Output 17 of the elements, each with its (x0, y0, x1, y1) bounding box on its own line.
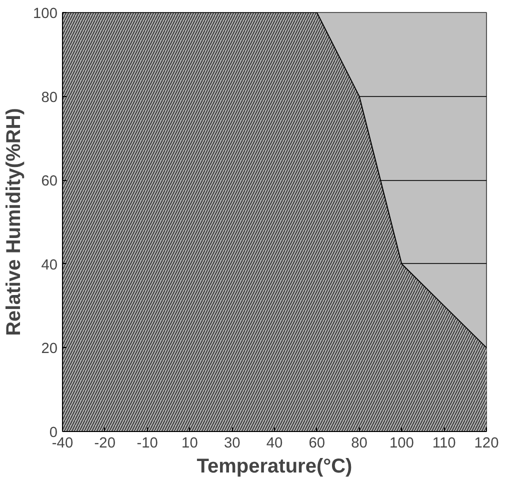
y-tick-label: 20 (41, 341, 58, 358)
y-axis-title: Relative Humidity(%RH) (3, 108, 26, 336)
x-tick-label: 100 (389, 436, 414, 452)
x-tick-label: 120 (474, 436, 499, 452)
x-tick-label: 10 (182, 436, 198, 452)
x-tick-label: 110 (432, 436, 456, 452)
x-tick-label: 30 (224, 436, 240, 452)
x-tick-label: -10 (136, 436, 158, 452)
y-tick-label: 100 (33, 6, 58, 22)
x-tick-label: 60 (308, 436, 326, 452)
y-tick-label: 80 (41, 90, 58, 106)
x-axis-title: Temperature(°C) (196, 456, 352, 478)
x-tick-label: 40 (266, 436, 283, 452)
y-tick-label: 60 (41, 174, 58, 190)
y-tick-label: 40 (41, 257, 58, 274)
x-tick-label: -20 (94, 436, 116, 452)
x-tick-label: 80 (351, 436, 368, 452)
